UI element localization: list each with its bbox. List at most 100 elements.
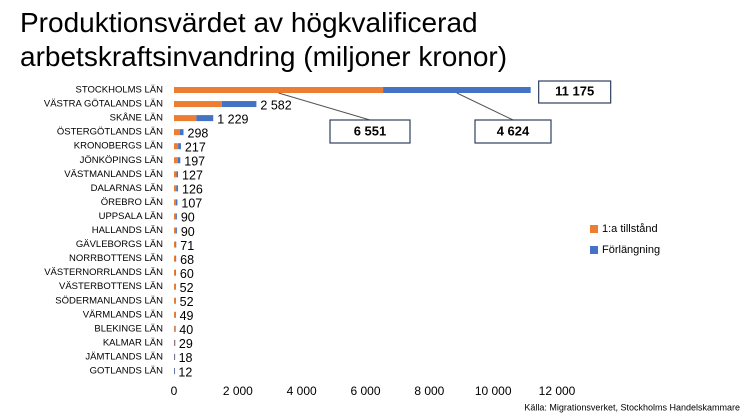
bar-segment [179, 129, 184, 136]
total-label: 12 [178, 365, 192, 379]
bar-segment [174, 157, 178, 164]
bar-segment [174, 283, 175, 290]
y-tick-label: VÄSTERNORRLANDS LÄN [44, 267, 163, 278]
y-tick-label: GOTLANDS LÄN [90, 366, 164, 377]
bar-segment [175, 227, 177, 234]
bar-segment [178, 143, 181, 150]
bar-segment [175, 269, 176, 276]
callout-line [456, 92, 514, 121]
bar-segment [174, 143, 179, 150]
bar-segment [174, 171, 177, 178]
total-label: 40 [179, 323, 193, 337]
bar-segment [174, 311, 175, 318]
bar-segment [383, 87, 531, 93]
source: Källa: Migrationsverket, Stockholms Hand… [524, 402, 740, 412]
chart-title: Produktionsvärdet av högkvalificerad arb… [20, 7, 508, 72]
legend-label: Förlängning [602, 244, 660, 256]
x-tick-label: 10 000 [475, 384, 512, 398]
x-tick-label: 6 000 [350, 384, 380, 398]
bar-segment [176, 171, 179, 178]
y-tick-label: SKÅNE LÄN [110, 113, 163, 124]
callout-box [474, 119, 552, 144]
total-label: 90 [181, 211, 195, 225]
y-tick-label: VÄRMLANDS LÄN [83, 309, 163, 320]
total-label: 217 [185, 140, 206, 154]
bar-segment [175, 241, 177, 248]
total-label: 90 [181, 225, 195, 239]
legend-label: 1:a tillstånd [602, 223, 658, 235]
bar-segment [174, 101, 222, 108]
x-tick-label: 0 [171, 384, 178, 398]
bar-segment [196, 115, 214, 122]
callout-label: 4 624 [497, 123, 530, 138]
total-label: 1 229 [217, 112, 248, 126]
bar-segment [174, 325, 175, 332]
bar-segment [174, 227, 176, 234]
bar-segment [176, 185, 179, 192]
bar-segment [175, 255, 177, 262]
y-tick-label: VÄSTRA GÖTALANDS LÄN [44, 99, 163, 110]
bar-segment [174, 241, 176, 248]
y-tick-label: GÄVLEBORGS LÄN [76, 239, 163, 250]
y-tick-label: VÄSTMANLANDS LÄN [64, 169, 163, 180]
total-label: 2 582 [260, 98, 291, 112]
y-tick-label: STOCKHOLMS LÄN [76, 85, 164, 96]
x-tick-label: 12 000 [539, 384, 576, 398]
bar-segment [174, 255, 176, 262]
bar-segment [174, 297, 175, 304]
bar-segment [174, 325, 176, 332]
y-tick-label: BLEKINGE LÄN [94, 323, 163, 334]
x-tick-label: 8 000 [414, 384, 444, 398]
total-box [538, 80, 612, 104]
y-tick-label: SÖDERMANLANDS LÄN [55, 295, 163, 306]
total-label: 60 [180, 267, 194, 281]
total-label: 197 [184, 155, 205, 169]
bar-segment [174, 115, 197, 122]
x-tick-label: 4 000 [287, 384, 317, 398]
total-label: 52 [180, 281, 194, 295]
y-tick-label: DALARNAS LÄN [91, 183, 163, 194]
total-label: 52 [180, 295, 194, 309]
bar-segment [174, 269, 176, 276]
bar-segment [174, 87, 384, 93]
total-label: 71 [180, 239, 194, 253]
total-label: 29 [179, 337, 193, 351]
y-tick-label: VÄSTERBOTTENS LÄN [59, 281, 163, 292]
y-tick-label: ÖREBRO LÄN [101, 197, 163, 208]
bar-segment [174, 129, 180, 136]
y-tick-label: NORRBOTTENS LÄN [69, 253, 163, 264]
y-tick-label: JÖNKÖPINGS LÄN [80, 155, 164, 166]
bar-segment [174, 199, 176, 206]
callout-label: 6 551 [354, 123, 387, 138]
bar-segment [175, 213, 177, 220]
total-label: 49 [180, 309, 194, 323]
bar-segment [174, 339, 175, 346]
total-label: 107 [181, 197, 202, 211]
callout-box [329, 119, 411, 144]
bar-segment [174, 311, 176, 318]
total-label: 68 [180, 253, 194, 267]
legend-swatch [590, 225, 598, 233]
bar-segment [174, 339, 176, 346]
bar-segment [174, 368, 176, 374]
bar-segment [175, 199, 178, 206]
bar-segment [174, 185, 177, 192]
y-tick-label: KALMAR LÄN [103, 337, 163, 348]
total-label: 298 [188, 126, 209, 140]
total-label: 126 [182, 183, 203, 197]
y-tick-label: JÄMTLANDS LÄN [85, 351, 163, 362]
x-tick-label: 2 000 [223, 384, 253, 398]
bar-segment [177, 157, 181, 164]
y-tick-label: HALLANDS LÄN [92, 225, 163, 236]
callout-line [278, 92, 371, 121]
y-tick-label: UPPSALA LÄN [99, 211, 164, 222]
bar-segment [221, 101, 257, 108]
bar-segment [174, 297, 176, 304]
total-label: 127 [182, 169, 203, 183]
bar-segment [174, 213, 176, 220]
total-label: 18 [179, 351, 193, 365]
bar-segment [174, 283, 176, 290]
y-tick-label: KRONOBERGS LÄN [74, 141, 163, 152]
